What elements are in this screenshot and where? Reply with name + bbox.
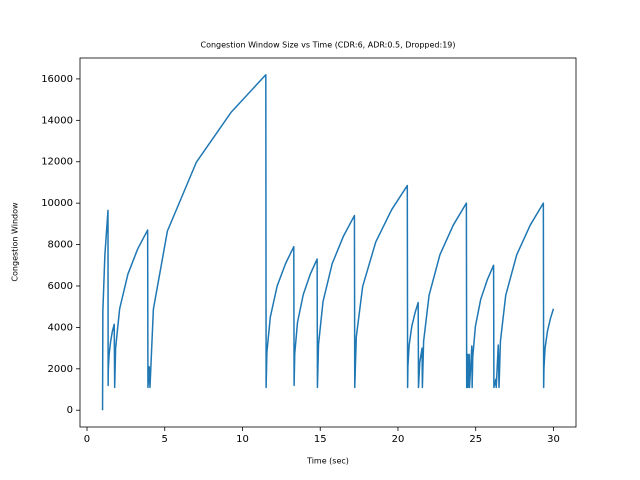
y-tick-label: 12000	[41, 157, 73, 168]
x-tick-label: 5	[162, 434, 168, 445]
chart-title: Congestion Window Size vs Time (CDR:6, A…	[200, 41, 455, 50]
y-tick-label: 0	[67, 405, 73, 416]
x-tick-label: 15	[314, 434, 327, 445]
y-tick-label: 4000	[48, 322, 73, 333]
plot-frame	[79, 57, 577, 428]
y-tick-label: 2000	[48, 364, 73, 375]
x-tick-label: 0	[84, 434, 90, 445]
y-tick-label: 16000	[41, 74, 73, 85]
x-tick-label: 25	[469, 434, 482, 445]
x-tick-label: 10	[236, 434, 249, 445]
y-tick-label: 10000	[41, 198, 73, 209]
y-tick-label: 6000	[48, 281, 73, 292]
x-axis-label: Time (sec)	[306, 457, 349, 466]
x-tick-label: 30	[547, 434, 560, 445]
y-tick-label: 8000	[48, 240, 73, 251]
y-tick-label: 14000	[41, 115, 73, 126]
y-axis-label: Congestion Window	[11, 202, 20, 282]
data-line	[101, 74, 555, 411]
x-tick-label: 20	[392, 434, 405, 445]
